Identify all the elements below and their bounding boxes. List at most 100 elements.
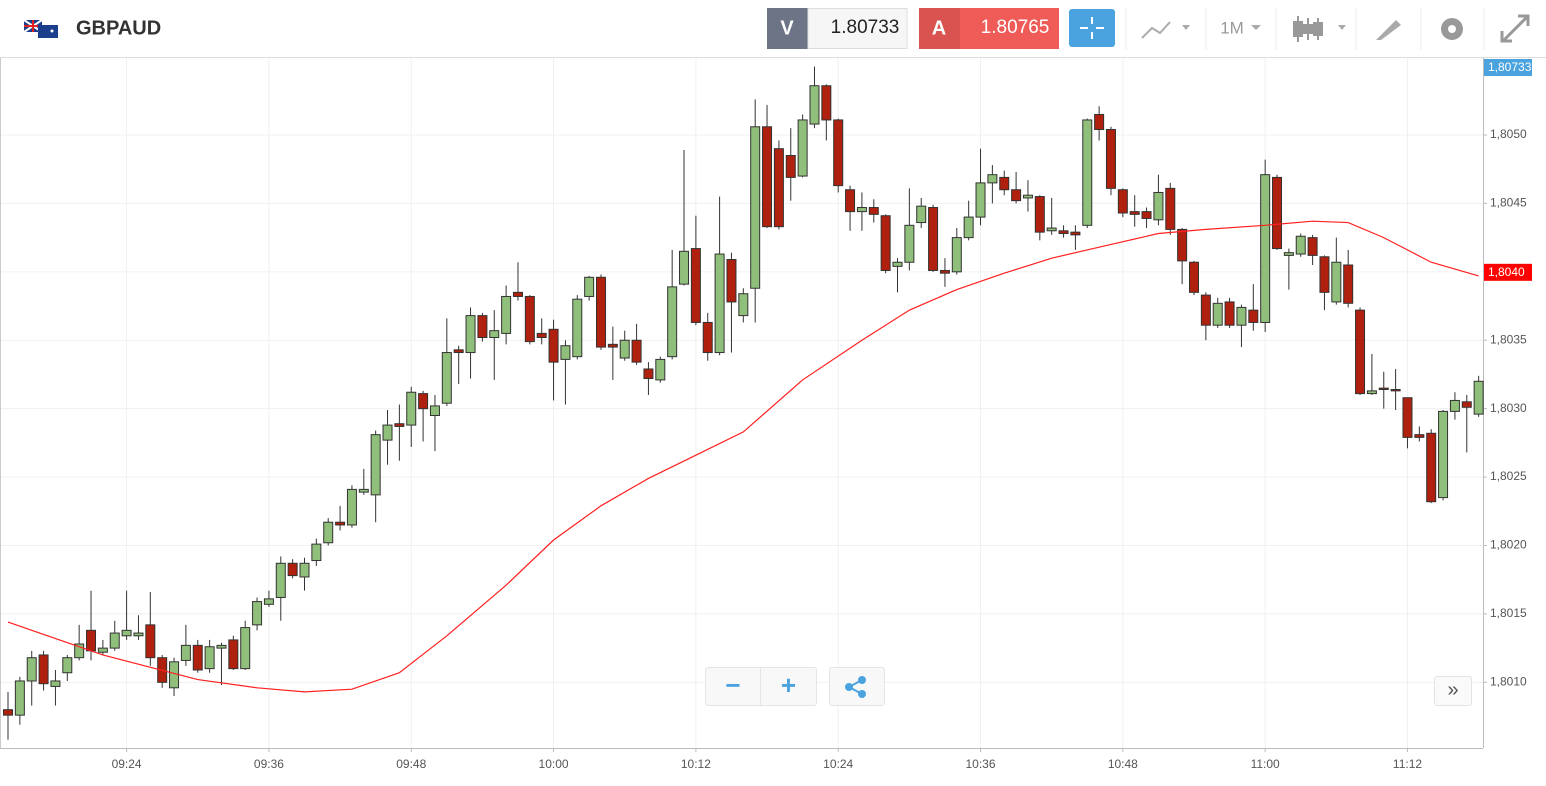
candle — [880, 214, 891, 274]
candle — [1295, 233, 1306, 257]
candle — [512, 262, 523, 301]
candle — [1011, 171, 1022, 204]
candle — [1224, 297, 1235, 328]
indicators-button[interactable] — [1141, 21, 1190, 39]
candle — [263, 590, 274, 608]
crosshair-button[interactable] — [1069, 9, 1115, 47]
candle-body — [370, 434, 381, 496]
candle — [524, 295, 535, 345]
y-tick-label: 1,8015 — [1490, 606, 1527, 620]
candle-body — [14, 680, 25, 716]
candle — [501, 285, 512, 345]
candle-body — [939, 269, 950, 274]
candle — [429, 394, 440, 452]
settings-button[interactable] — [1441, 18, 1463, 40]
candle — [1426, 429, 1437, 504]
candle-body — [584, 276, 595, 297]
candle-body — [204, 646, 215, 670]
y-tick-label: 1,8010 — [1490, 674, 1527, 688]
candle-body — [121, 629, 132, 637]
candle-body — [489, 330, 500, 339]
candle — [1473, 375, 1484, 417]
candle-body — [714, 253, 725, 354]
candle-body — [1366, 390, 1377, 395]
price-label: 1,80733 — [1488, 60, 1532, 74]
candle-body — [1224, 301, 1235, 326]
candle-body — [453, 349, 464, 354]
candle-body — [1046, 227, 1057, 232]
timeframe[interactable]: 1M — [1220, 18, 1244, 37]
candle-body — [1177, 228, 1188, 262]
candle — [584, 275, 595, 301]
candle-body — [62, 657, 73, 674]
bid-box[interactable] — [807, 8, 908, 49]
candle — [679, 150, 690, 286]
candle — [192, 639, 203, 673]
fullscreen-button[interactable] — [1500, 14, 1530, 43]
candle-body — [809, 85, 820, 125]
candle-body — [773, 148, 784, 228]
candle — [1331, 237, 1342, 305]
candle-body — [750, 126, 761, 289]
candle-body — [1283, 252, 1294, 256]
candle — [14, 676, 25, 725]
candle-body — [97, 647, 108, 653]
candle-body — [240, 627, 251, 670]
x-tick-label: 10:12 — [681, 757, 711, 771]
candle-body — [1141, 211, 1152, 219]
candle-body — [1070, 231, 1081, 236]
candle-body — [1461, 401, 1472, 408]
candle — [975, 148, 986, 226]
scroll-end-button[interactable]: » — [1434, 676, 1472, 706]
candle-body — [1034, 196, 1045, 233]
candle-body — [1272, 176, 1283, 250]
candle-body — [1236, 306, 1247, 326]
ask-button[interactable] — [919, 8, 960, 49]
candle — [1461, 394, 1472, 453]
candle — [121, 590, 132, 640]
candle-body — [833, 119, 844, 187]
candle — [358, 468, 369, 495]
candle-body — [429, 405, 440, 416]
candle-body — [1212, 302, 1223, 326]
candle — [453, 345, 464, 385]
candle — [987, 165, 998, 204]
candle-body — [86, 629, 97, 652]
bid-button[interactable] — [767, 8, 808, 49]
zoom-out[interactable]: − — [706, 668, 761, 705]
candle — [738, 288, 749, 323]
candle — [62, 654, 73, 681]
bid-price: 1.80733 — [831, 17, 900, 38]
candle — [607, 326, 618, 380]
share-button[interactable] — [829, 667, 885, 706]
candle-body — [26, 657, 37, 682]
candle-body — [1105, 129, 1116, 189]
candle — [821, 84, 832, 141]
candle — [560, 340, 571, 405]
candle — [465, 307, 476, 379]
candle-body — [1307, 237, 1318, 256]
candle-body — [1331, 261, 1342, 303]
ask-box[interactable] — [960, 8, 1059, 49]
candle — [216, 642, 227, 686]
y-tick-label: 1,8045 — [1490, 196, 1527, 210]
candle-body — [1343, 264, 1354, 304]
x-tick-label: 09:48 — [396, 757, 426, 771]
draw-button[interactable] — [1376, 20, 1401, 40]
chart-type-button[interactable] — [1293, 16, 1346, 42]
candle-body — [975, 182, 986, 218]
candle — [1236, 304, 1247, 348]
candle-body — [1117, 189, 1128, 214]
y-tick-label: 1,8050 — [1490, 127, 1527, 141]
zoom-in[interactable]: + — [780, 670, 797, 700]
candle-body — [1082, 119, 1093, 226]
x-tick-label: 10:36 — [966, 757, 996, 771]
candle-body — [133, 632, 144, 637]
candle-body — [572, 298, 583, 358]
toolbar: GBPAUD V 1.80733 A 1.80765 1M — [0, 0, 1546, 58]
candle — [1141, 207, 1152, 229]
candle-body — [1189, 261, 1199, 293]
price-label-bg — [1484, 263, 1532, 281]
candle — [441, 318, 452, 406]
candle — [477, 312, 488, 342]
